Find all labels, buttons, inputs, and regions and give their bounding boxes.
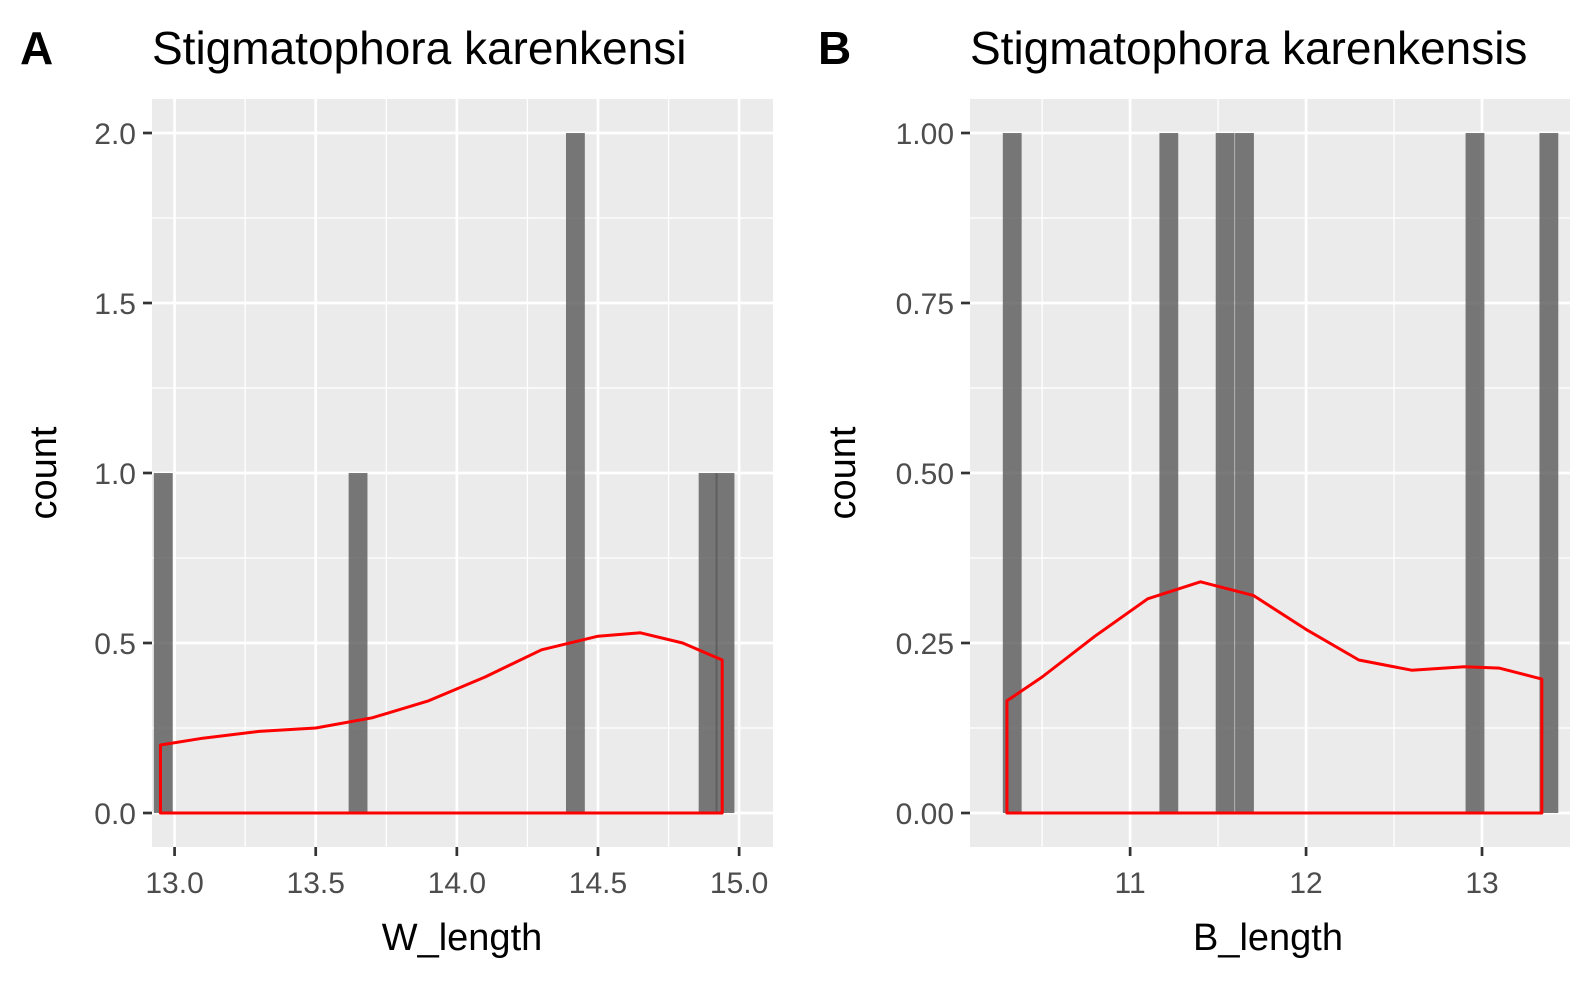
panel-a-bars [153,133,735,813]
panel-a-bar-0 [153,473,173,813]
panel-b-y-tick-label-3: 0.75 [896,288,954,321]
panel-b-tag: B [818,22,851,74]
panel-b-x-axis-title: B_length [1193,917,1343,959]
panel-b-y-tick-label-2: 0.50 [896,458,954,491]
panel-b-y-tick-label-1: 0.25 [896,628,954,661]
panel-b-x-tick-label-2: 13 [1465,867,1498,900]
panel-a-y-axis: 0.0 0.5 1.0 1.5 2.0 [94,118,152,831]
panel-a-title: Stigmatophora karenkensi [152,22,686,74]
panel-b-bar-0 [1002,133,1022,813]
panel-a-x-tick-label-1: 13.5 [287,867,345,900]
panel-b-bars [1002,133,1559,813]
panel-b-title: Stigmatophora karenkensis [970,22,1527,74]
panel-a-x-tick-label-2: 14.0 [428,867,486,900]
panel-a-y-tick-label-3: 1.5 [94,288,136,321]
panel-b-bar-3 [1235,133,1254,813]
panel-b-y-tick-label-4: 1.00 [896,118,954,151]
panel-b-bar-4 [1465,133,1485,813]
panel-a-x-tick-label-0: 13.0 [145,867,203,900]
panel-a-bar-1 [348,473,368,813]
panel-a-tag: A [20,22,53,74]
panel-a-y-tick-label-4: 2.0 [94,118,136,151]
panel-a-bar-3 [698,473,718,813]
panel-b-x-axis: 11 12 13 [1115,847,1499,900]
panel-a-x-tick-label-3: 14.5 [569,867,627,900]
panel-a: A Stigmatophora karenkensi 0.0 0.5 1.0 1.5 2… [20,22,773,959]
panel-b-bar-5 [1539,133,1559,813]
panel-a-density-curve [158,631,724,815]
panel-a-y-tick-label-0: 0.0 [94,798,136,831]
panel-a-x-tick-label-4: 15.0 [710,867,768,900]
panel-b-density-curve [1005,580,1544,815]
panel-a-y-tick-label-2: 1.0 [94,458,136,491]
panel-a-x-axis-title: W_length [382,917,543,959]
panel-a-x-axis: 13.0 13.5 14.0 14.5 15.0 [145,847,768,900]
panel-a-y-axis-title: count [23,426,65,519]
panel-b-bar-2 [1215,133,1235,813]
panel-b-y-axis: 0.00 0.25 0.50 0.75 1.00 [896,118,970,831]
panel-a-bar-2 [565,133,585,813]
panel-a-y-tick-label-1: 0.5 [94,628,136,661]
panel-b-y-axis-title: count [822,426,864,519]
panel-a-bar-4 [715,473,735,813]
panel-b-x-tick-label-1: 12 [1289,867,1322,900]
panel-b-x-tick-label-0: 11 [1115,867,1146,900]
panel-b: B Stigmatophora karenkensis 0.00 0.25 0.50… [818,22,1570,959]
panel-b-y-tick-label-0: 0.00 [896,798,954,831]
panel-b-bar-1 [1159,133,1179,813]
